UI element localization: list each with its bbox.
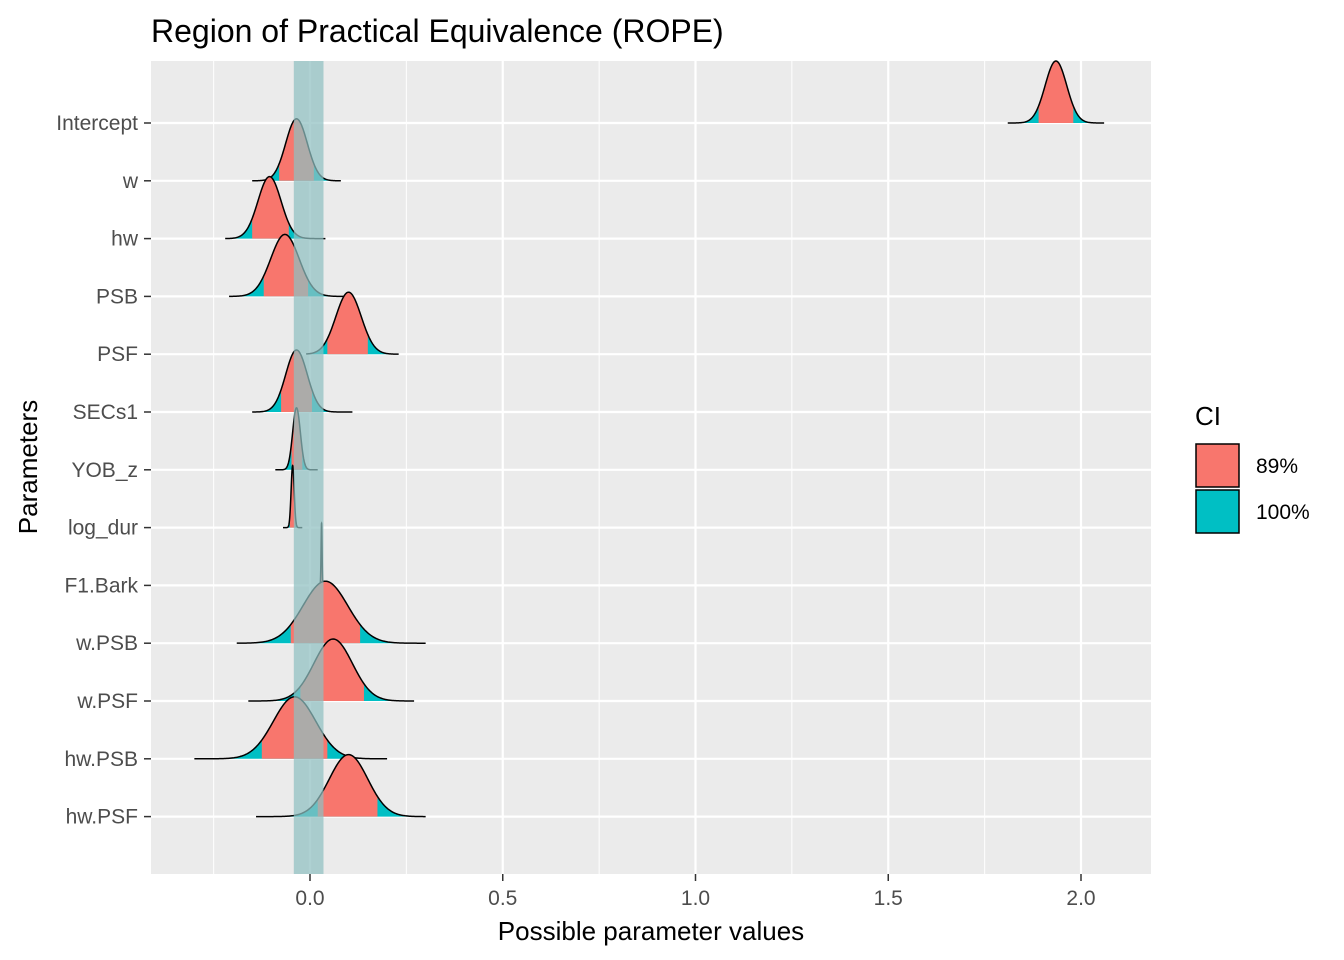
y-tick-label-hw-psf: hw.PSF — [66, 806, 138, 829]
legend-label-89: 89% — [1256, 455, 1298, 478]
y-tick-label-psf: PSF — [97, 343, 138, 366]
legend-swatch-89 — [1195, 443, 1240, 488]
y-tick-label-yob-z: YOB_z — [71, 459, 138, 482]
y-tick-label-w-psb: w.PSB — [75, 632, 138, 655]
x-axis: 0.0 0.5 1.0 1.5 2.0 — [295, 874, 1096, 910]
y-tick-label-secs1: SECs1 — [73, 401, 138, 424]
x-axis-title: Possible parameter values — [498, 916, 804, 946]
y-tick-label-f1-bark: F1.Bark — [64, 574, 138, 597]
ridge-outline-hw-psf — [256, 753, 426, 818]
ridge-outline-w-psb — [236, 580, 426, 644]
y-tick-label-intercept: Intercept — [56, 112, 138, 135]
x-tick-label-3: 1.5 — [874, 887, 903, 910]
ridge-hw-psf — [256, 753, 426, 818]
y-tick-label-hw-psb: hw.PSB — [64, 748, 138, 771]
rope-band — [293, 61, 324, 874]
y-tick-label-w-psf: w.PSF — [76, 690, 138, 713]
x-tick-label-4: 2.0 — [1066, 887, 1095, 910]
y-axis-title: Parameters — [13, 400, 43, 534]
grid-minor — [213, 61, 986, 874]
y-tick-label-hw: hw — [111, 228, 139, 251]
y-tick-label-psb: PSB — [96, 285, 138, 308]
legend-label-100: 100% — [1256, 501, 1310, 524]
legend-title: CI — [1195, 401, 1221, 431]
x-tick-label-1: 0.5 — [488, 887, 517, 910]
chart-title: Region of Practical Equivalence (ROPE) — [151, 13, 724, 49]
ridge-outline-psb — [229, 233, 345, 298]
ridge-outline-w-psf — [248, 638, 415, 702]
legend-swatch-100 — [1195, 489, 1240, 534]
y-tick-label-log-dur: log_dur — [68, 517, 138, 540]
legend: CI 89% 100% — [1195, 401, 1310, 534]
x-tick-label-2: 1.0 — [681, 887, 710, 910]
x-tick-label-0: 0.0 — [295, 887, 324, 910]
y-tick-label-w: w — [122, 170, 139, 193]
ridge-intercept — [1007, 60, 1105, 124]
ridge-89ci-intercept — [1038, 61, 1074, 123]
y-axis: Intercept w hw PSB PSF SECs1 YOB_z log_dur F1.Ba… — [56, 112, 151, 829]
ridge-outline-intercept — [1007, 60, 1105, 124]
grid-major — [151, 61, 1151, 874]
